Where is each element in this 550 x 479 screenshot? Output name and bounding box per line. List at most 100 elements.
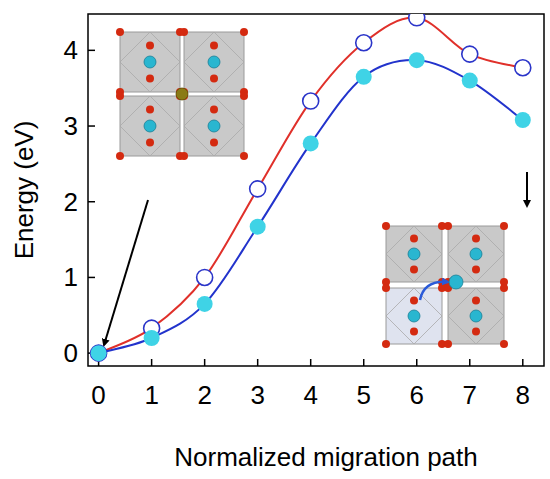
x-tick [310,359,312,366]
data-point [250,181,266,197]
cation [208,56,220,68]
oxygen [472,265,480,273]
octahedron-edge [184,96,244,156]
chart: 0 1 2 3 4 5 6 7 8 0 1 2 3 4 Normalized migration path E… [0,0,550,479]
octahedron-edge [386,288,442,344]
oxygen [146,139,154,147]
oxygen [500,340,508,348]
migrated-cation [449,275,463,289]
y-tick-label: 3 [64,111,78,141]
x-tick-label: 5 [356,380,370,410]
dopant [176,88,188,100]
octahedron [386,288,442,344]
octahedron [120,96,180,156]
y-tick-label: 1 [64,262,78,292]
octahedron [448,226,504,282]
x-tick-label: 1 [144,380,158,410]
x-tick-label: 6 [410,380,424,410]
series-line [99,60,523,353]
cation [208,120,220,132]
x-tick-label: 8 [516,380,530,410]
octahedron [120,32,180,92]
x-tick-label: 0 [91,380,105,410]
oxygen [382,284,390,292]
x-tick [151,359,153,366]
octahedron-edge [448,226,504,282]
x-tick [257,359,259,366]
x-tick [416,359,418,366]
oxygen [472,235,480,243]
cation [408,248,420,260]
x-tick-label: 7 [463,380,477,410]
oxygen [500,284,508,292]
oxygen [210,139,218,147]
data-point [303,135,319,151]
oxygen [116,28,124,36]
y-tick [88,277,95,279]
oxygen [210,106,218,114]
inset-final [382,222,508,348]
series-line [99,18,523,354]
pointer-arrow [526,172,528,206]
data-point [197,296,213,312]
cation [144,120,156,132]
octahedron [184,96,244,156]
y-tick [88,125,95,127]
data-point [515,112,531,128]
oxygen [210,42,218,50]
x-tick [363,359,365,366]
data-point [144,330,160,346]
x-tick-label: 4 [303,380,317,410]
data-point [462,73,478,89]
oxygen [500,222,508,230]
pointer-arrow [104,200,148,345]
data-point [91,345,107,361]
octahedron-edge [120,96,180,156]
plot-area [91,14,531,361]
oxygen [472,297,480,305]
oxygen [180,28,188,36]
y-tick-label: 2 [64,187,78,217]
octahedron-edge [386,226,442,282]
x-tick-label: 3 [250,380,264,410]
x-tick [522,359,524,366]
data-point [409,52,425,68]
oxygen [146,42,154,50]
data-point [409,14,425,26]
x-tick [204,359,206,366]
oxygen [146,106,154,114]
oxygen [410,265,418,273]
data-point [462,46,478,62]
cation [470,248,482,260]
oxygen [210,75,218,83]
oxygen [382,340,390,348]
octahedron-edge [448,288,504,344]
y-tick-label: 4 [64,35,78,65]
oxygen [240,28,248,36]
inset-initial [116,28,248,160]
cation [144,56,156,68]
cation [470,310,482,322]
x-tick-label: 2 [197,380,211,410]
oxygen [240,152,248,160]
migration-arrow [420,282,448,300]
data-point [356,69,372,85]
cation [408,310,420,322]
oxygen [240,92,248,100]
oxygen [382,222,390,230]
oxygen [410,327,418,335]
data-point [91,345,107,361]
y-axis-title: Energy (eV) [9,121,39,260]
octahedron-edge [120,32,180,92]
x-axis-title: Normalized migration path [174,442,477,472]
oxygen [146,75,154,83]
y-tick [88,201,95,203]
y-tick-label: 0 [64,338,78,368]
y-tick [88,50,95,52]
plot-frame [88,14,544,366]
octahedron [448,288,504,344]
oxygen [116,152,124,160]
oxygen [410,235,418,243]
octahedron [386,226,442,282]
oxygen [444,340,452,348]
